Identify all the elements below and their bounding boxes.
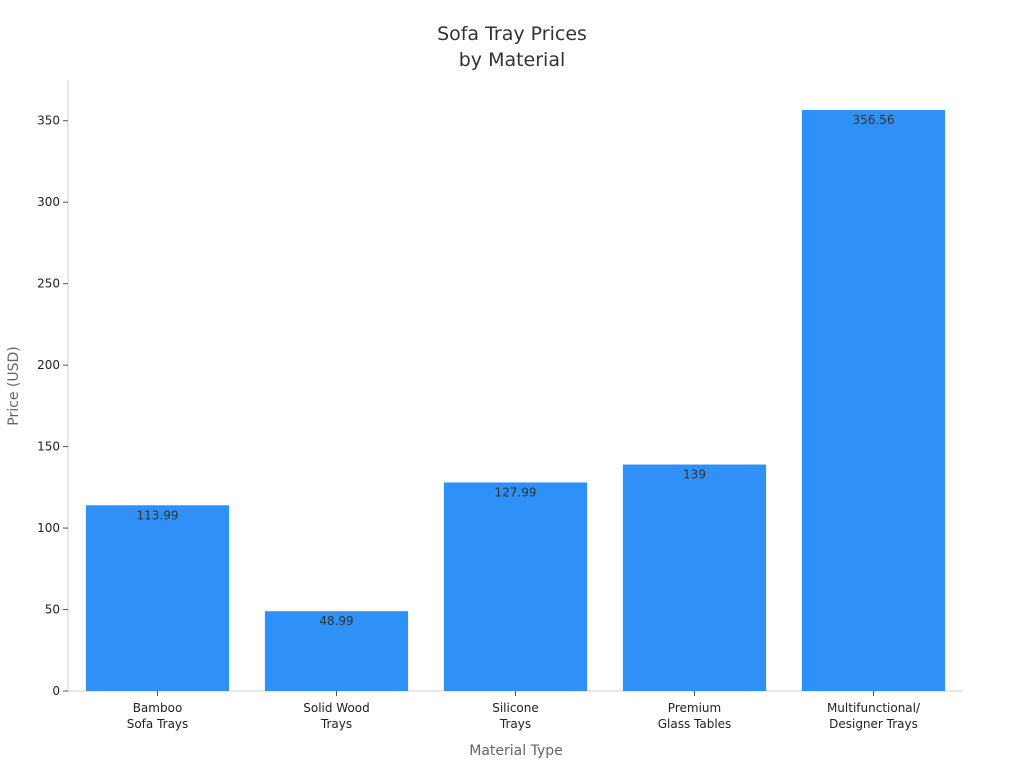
y-tick-label: 100 — [37, 521, 60, 535]
x-tick-label: Bamboo Sofa Trays — [127, 701, 189, 731]
x-axis-label: Material Type — [469, 743, 562, 759]
y-tick-label: 50 — [45, 603, 60, 617]
x-tick-label: Solid Wood Trays — [303, 701, 370, 731]
chart-title: Sofa Tray Prices by Material — [437, 23, 587, 71]
bar — [85, 505, 230, 691]
y-tick-label: 0 — [52, 684, 60, 698]
value-label: 356.56 — [853, 113, 895, 127]
value-label: 127.99 — [495, 485, 537, 499]
bar — [443, 482, 588, 691]
y-tick-label: 350 — [37, 114, 60, 128]
y-tick-label: 150 — [37, 440, 60, 454]
bar — [622, 464, 767, 691]
x-tick-label: Silicone Trays — [492, 701, 539, 731]
x-tick-label: Multifunctional/Designer Trays — [827, 701, 921, 731]
value-label: 113.99 — [137, 508, 179, 522]
y-tick-label: 300 — [37, 195, 60, 209]
y-axis-label: Price (USD) — [6, 346, 22, 425]
x-tick-label: Premium Glass Tables — [658, 701, 732, 731]
bar — [801, 110, 946, 691]
value-label: 139 — [683, 468, 706, 482]
y-tick-label: 200 — [37, 358, 60, 372]
y-tick-label: 250 — [37, 277, 60, 291]
value-label: 48.99 — [319, 614, 353, 628]
bar — [264, 611, 409, 691]
